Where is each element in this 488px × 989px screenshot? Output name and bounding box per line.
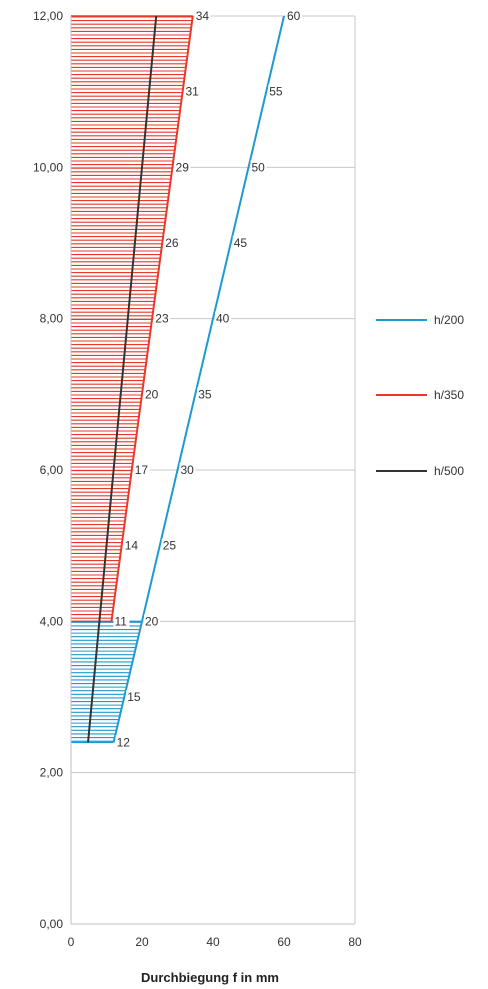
data-label: 31: [185, 85, 199, 99]
data-label-bg: [250, 160, 267, 175]
data-label-bg: [113, 614, 130, 629]
x-tick-label: 40: [206, 935, 220, 949]
data-label: 29: [176, 160, 190, 174]
y-tick-label: 12,00: [33, 9, 63, 23]
data-label-bg: [268, 84, 285, 99]
data-label: 35: [198, 387, 212, 401]
data-label-bg: [197, 387, 214, 402]
data-label-bg: [123, 538, 140, 553]
data-label: 50: [252, 160, 266, 174]
x-tick-label: 0: [68, 935, 75, 949]
legend-entry: h/500: [434, 464, 464, 478]
data-label: 25: [163, 539, 177, 553]
series-line-h-500: [87, 15, 158, 743]
data-label: 26: [165, 236, 179, 250]
data-label-bg: [144, 614, 160, 629]
y-tick-label: 10,00: [33, 160, 63, 174]
data-label-bg: [133, 463, 150, 477]
data-label-bg: [161, 538, 178, 553]
y-tick-label: 2,00: [40, 766, 64, 780]
data-label-bg: [174, 160, 191, 175]
data-label: 12: [117, 735, 131, 749]
data-label-bg: [215, 311, 231, 326]
data-label-bg: [164, 236, 181, 250]
data-label: 20: [145, 614, 159, 628]
data-label: 15: [127, 690, 141, 704]
data-label-bg: [232, 236, 249, 250]
x-tick-label: 80: [348, 935, 362, 949]
y-tick-label: 6,00: [40, 463, 64, 477]
data-label: 45: [234, 236, 248, 250]
series-lines: [87, 15, 285, 743]
data-label: 17: [135, 463, 149, 477]
legend-entry: h/200: [434, 313, 464, 327]
data-labels: 12 15 20 25 30 35 40 45 50 55 60 11 14 17 20 23 26 29 31 34: [113, 9, 302, 750]
data-label-bg: [184, 84, 201, 99]
data-label-bg: [115, 735, 132, 750]
legend: h/200 h/350 h/500: [376, 313, 464, 478]
data-label: 11: [114, 614, 127, 628]
y-tick-label: 4,00: [40, 614, 64, 628]
y-tick-label: 8,00: [40, 312, 64, 326]
series-line-h-200: [112, 15, 285, 743]
data-label: 40: [216, 312, 230, 326]
y-tick-label: 0,00: [40, 917, 64, 931]
data-label: 14: [125, 539, 139, 553]
axes: 0,00 2,00 4,00 6,00 8,00 10,00 12,00 0 20 40 60 80: [33, 9, 362, 949]
data-label: 30: [181, 463, 195, 477]
data-label: 55: [269, 85, 283, 99]
data-label: 34: [196, 9, 210, 23]
data-label: 60: [287, 9, 301, 23]
data-label: 20: [145, 387, 159, 401]
data-label-bg: [126, 690, 143, 704]
hatch-areas: [71, 15, 193, 744]
data-label-bg: [179, 463, 196, 477]
legend-entry: h/350: [434, 388, 464, 402]
data-label-bg: [144, 387, 160, 402]
series-line-h-350: [110, 15, 194, 622]
data-label-bg: [194, 9, 211, 23]
data-label: 23: [155, 312, 169, 326]
data-label-bg: [154, 311, 171, 326]
x-tick-label: 60: [277, 935, 291, 949]
data-label-bg: [286, 9, 302, 23]
x-tick-label: 20: [135, 935, 149, 949]
x-axis-title: Durchbiegung f in mm: [141, 970, 279, 985]
